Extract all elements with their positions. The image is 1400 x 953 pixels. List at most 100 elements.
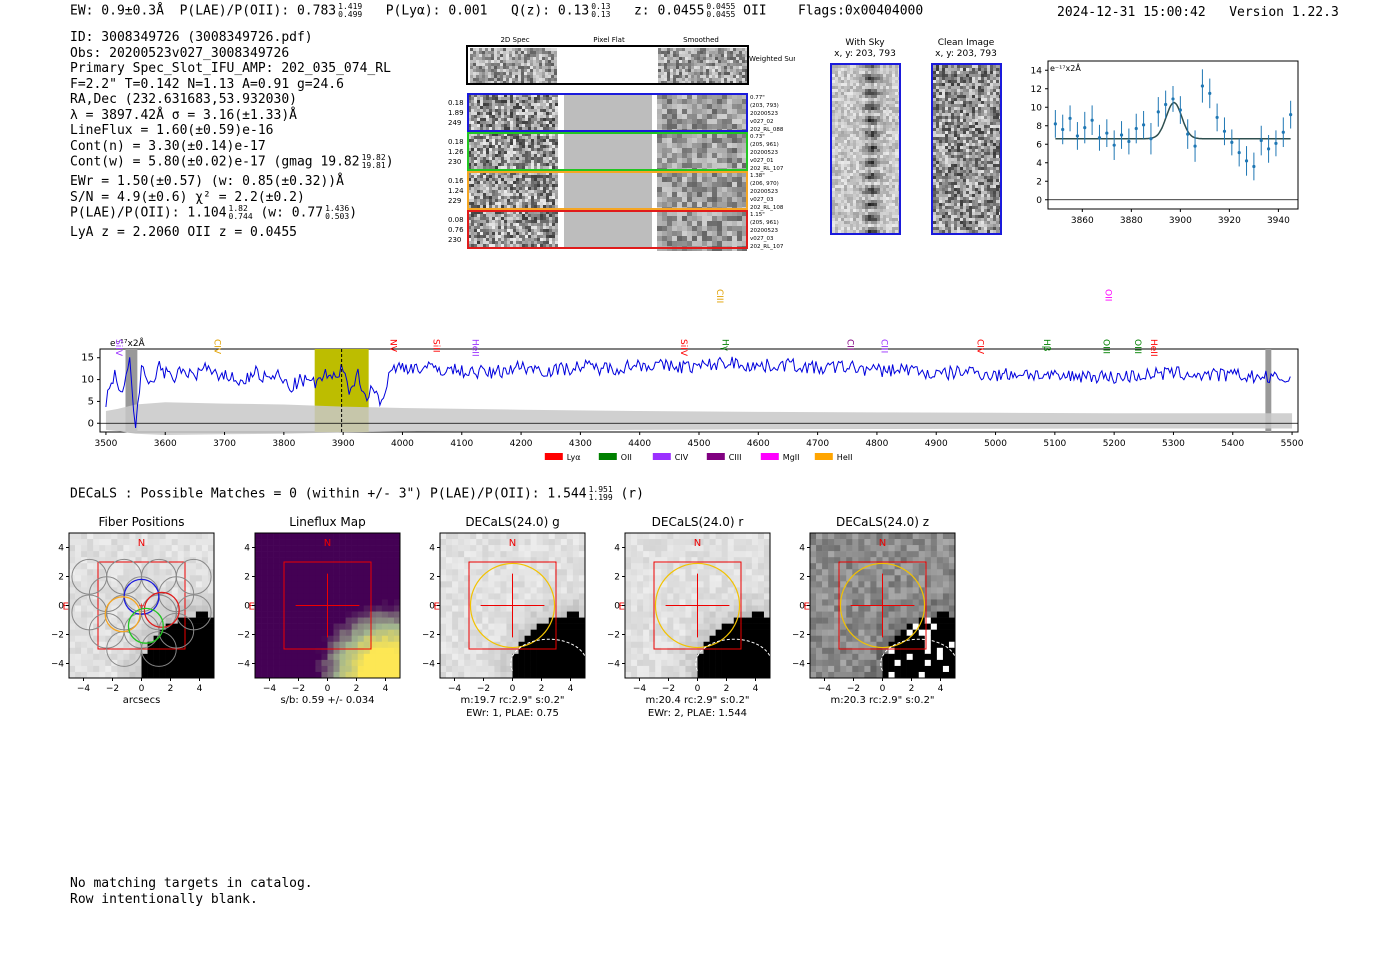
zoom-data-point	[1075, 134, 1080, 138]
panel-xtick-label: 0	[510, 684, 516, 694]
panel-xtick-label: −4	[448, 684, 462, 694]
panel-xtick-label: −4	[263, 684, 277, 694]
z-line: OII	[743, 3, 767, 19]
qz-value: Q(z): 0.13	[510, 3, 590, 19]
panel-xtick-label: 0	[695, 684, 701, 694]
line-annotation: CIII	[879, 339, 889, 353]
spectrum-xtick-label: 5500	[1281, 439, 1304, 449]
compass-east: E	[804, 602, 810, 613]
cutout-meta: (203, 793)	[750, 103, 779, 109]
cutout-meta: (206, 970)	[750, 181, 779, 187]
zoom-data-point	[1127, 139, 1131, 144]
panel-ytick-label: −2	[52, 631, 64, 641]
spectrum-xtick-label: 4800	[865, 439, 888, 449]
flags-value: Flags:0x00404000	[797, 3, 924, 19]
line-annotation: HeII	[1148, 339, 1158, 357]
fiber-center-mark: +	[138, 602, 145, 611]
panel-image	[810, 533, 956, 679]
panel-ytick-label: 0	[799, 602, 805, 612]
legend-swatch	[652, 453, 671, 460]
aperture-box	[468, 561, 557, 650]
cont-n: Cont(n) = 3.30(±0.14)e-17	[70, 138, 266, 154]
search-radius-circle	[469, 562, 556, 649]
cutout-meta: v027_01	[750, 158, 774, 164]
panel-ytick-label: −4	[608, 660, 620, 670]
zoom-fit-plot: 0 2 4 6 8 10 12 14 3860 3880 3900 3920 3940 e⁻¹⁷x2Å	[1031, 60, 1299, 226]
panel-ytick-label: −4	[52, 660, 64, 670]
panel-xlabel: arcsecs	[123, 695, 161, 706]
cutout-meta: 20200523	[750, 150, 778, 156]
panel-xtick-label: 2	[724, 684, 730, 694]
cutout-meta: 202_RL_088	[750, 127, 784, 133]
panel-ytick-label: −2	[793, 631, 805, 641]
detection-id: ID: 3008349726 (3008349726.pdf)	[70, 30, 313, 45]
cutout-meta: 20200523	[750, 228, 778, 234]
panel-ytick-label: 2	[58, 573, 64, 583]
line-annotation: OII	[1102, 289, 1112, 301]
legend-swatch	[760, 453, 779, 460]
panel-xtick-label: −4	[77, 684, 91, 694]
panel-ytick-label: 4	[429, 544, 435, 554]
zoom-data-point	[1222, 129, 1227, 133]
panel-title: Lineflux Map	[289, 515, 365, 529]
weighted-sum-frame	[466, 45, 749, 85]
panel-ytick-label: 2	[244, 573, 250, 583]
zoom-data-point	[1274, 141, 1278, 145]
spectrum-xtick-label: 5200	[1103, 439, 1126, 449]
clean-image-title: Clean Image x, y: 203, 793	[935, 38, 997, 59]
cutout-grid: 2D Spec Pixel Flat Smoothed Weighted Sum…	[448, 36, 795, 251]
plae-detail: P(LAE)/P(OII): 1.104 1.82 0.744 (w: 0.77 1.…	[70, 204, 358, 221]
primary-slot: Primary Spec_Slot_IFU_AMP: 202_035_074_R…	[70, 61, 391, 76]
col-2d-spec: 2D Spec	[500, 36, 529, 44]
line-annotation: CIV	[211, 339, 221, 355]
catalog-ellipse	[880, 638, 956, 671]
cutout-meta: 202_RL_107	[750, 244, 784, 250]
version: Version 1.22.3	[1229, 5, 1339, 20]
zoom-data-point	[1186, 132, 1190, 136]
panel-sublabel: EWr: 1, PLAE: 0.75	[466, 708, 559, 719]
zoom-data-point	[1119, 133, 1124, 137]
spectrum-xtick-label: 4000	[391, 439, 414, 449]
compass-north: N	[138, 538, 145, 549]
detection-info: ID: 3008349726 (3008349726.pdf) Obs: 202…	[70, 30, 394, 241]
panel-ytick-label: −4	[238, 660, 250, 670]
panel-xtick-label: 2	[909, 684, 915, 694]
panel-ytick-label: 0	[429, 602, 435, 612]
panel-ytick-label: 4	[614, 544, 620, 554]
compass-east: E	[619, 602, 625, 613]
compass-north: N	[879, 538, 886, 549]
zoom-xtick-label: 3900	[1169, 216, 1192, 226]
zoom-data-point	[1156, 110, 1160, 114]
line-annotation: SiIV	[678, 339, 688, 357]
plae-value: P(LAE)/P(OII): 0.783	[179, 3, 337, 19]
masked-region-red	[1265, 349, 1272, 432]
ew-rest: EWr = 1.50(±0.57) (w: 0.85(±0.32))Å	[70, 174, 344, 189]
clean-image	[931, 63, 1002, 235]
legend-label: Lyα	[567, 453, 581, 462]
panel-xtick-label: 4	[938, 684, 944, 694]
compass-east: E	[63, 602, 69, 613]
cutout-stat: 0.08	[448, 216, 464, 224]
zoom-data-point	[1237, 150, 1241, 155]
cutout-row: 0.16 1.24 229 1.38" (206, 970) 20200523 v027_0…	[448, 171, 784, 212]
zoom-data-point	[1061, 127, 1065, 132]
panel-xlabel: s/b: 0.59 +/- 0.034	[280, 695, 374, 706]
line-annotation: CIV	[975, 339, 985, 355]
panel-ytick-label: 0	[58, 602, 64, 612]
cutout-stat: 230	[448, 158, 461, 166]
line-annotation: SiIV	[113, 339, 123, 357]
panel-xtick-label: 4	[568, 684, 574, 694]
footer-notes: No matching targets in catalog. Row inte…	[70, 876, 313, 907]
compass-north: N	[324, 538, 331, 549]
zoom-data-point	[1097, 136, 1102, 140]
zoom-data-point	[1105, 131, 1109, 135]
timestamp-version: 2024-12-31 15:00:42 Version 1.22.3	[1057, 5, 1339, 20]
compass-north: N	[694, 538, 701, 549]
with-sky-image	[830, 63, 901, 235]
noise-band	[105, 402, 1293, 436]
spectrum-xtick-label: 5100	[1043, 439, 1066, 449]
zoom-unit-label: e⁻¹⁷x2Å	[1050, 62, 1081, 73]
panel-xtick-label: −2	[106, 684, 119, 694]
panel-sublabel: EWr: 2, PLAE: 1.544	[648, 708, 747, 719]
panel-ytick-label: 4	[244, 544, 250, 554]
